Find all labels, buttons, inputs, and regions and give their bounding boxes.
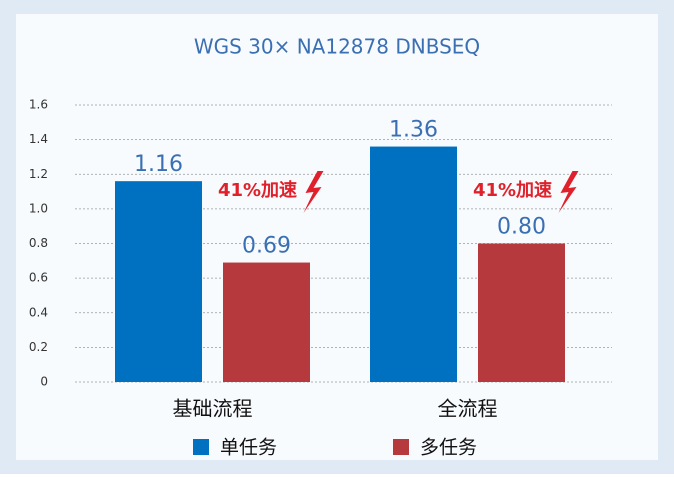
bar	[370, 146, 457, 382]
y-tick-label: 0	[40, 375, 48, 389]
legend-label: 单任务	[220, 437, 277, 459]
y-tick-label: 0.6	[29, 271, 48, 285]
value-label: 0.69	[242, 234, 291, 259]
lightning-icon	[303, 171, 324, 213]
y-tick-label: 1.0	[29, 201, 48, 215]
panel	[16, 14, 658, 460]
annotation: 41%加速	[473, 179, 552, 201]
lightning-icon	[558, 171, 579, 213]
annotation: 41%加速	[218, 179, 297, 201]
value-label: 1.36	[389, 118, 438, 143]
legend-swatch	[193, 439, 209, 455]
value-label: 0.80	[497, 215, 546, 240]
y-tick-label: 1.2	[29, 167, 48, 181]
y-tick-label: 0.4	[29, 305, 48, 319]
y-tick-label: 1.4	[29, 132, 48, 146]
legend-label: 多任务	[420, 437, 477, 459]
y-tick-label: 0.8	[29, 236, 48, 250]
y-tick-label: 0.2	[29, 340, 48, 354]
x-tick-label: 全流程	[438, 397, 498, 421]
y-tick-label: 1.6	[29, 98, 48, 112]
bar	[223, 262, 310, 382]
bar	[115, 181, 202, 382]
bar	[478, 243, 565, 382]
value-label: 1.16	[134, 152, 183, 177]
chart-title: WGS 30× NA12878 DNBSEQ	[194, 35, 480, 59]
x-tick-label: 基础流程	[173, 397, 253, 421]
legend-swatch	[393, 439, 409, 455]
